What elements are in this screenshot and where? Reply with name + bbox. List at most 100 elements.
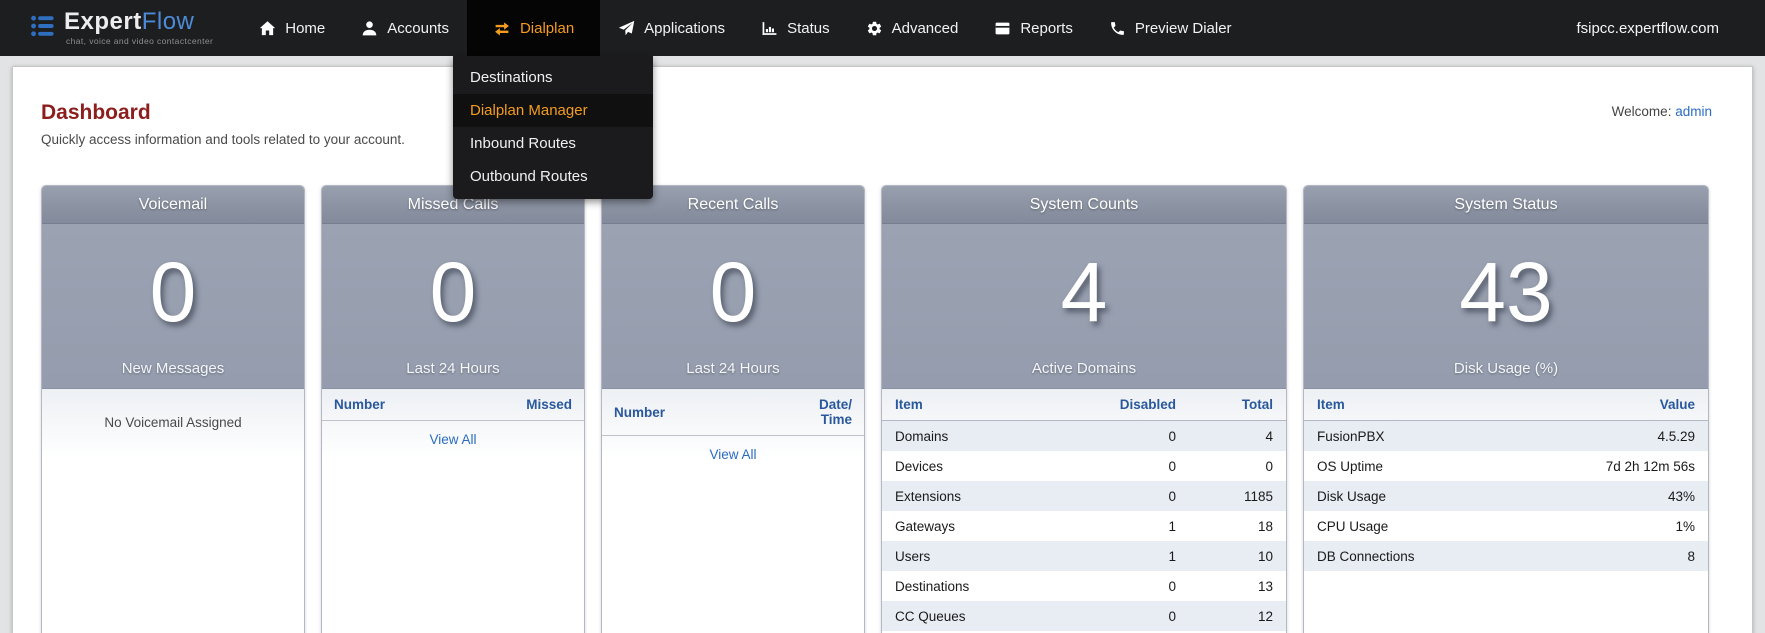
nav-item-label: Status	[787, 19, 830, 37]
table-cell-link[interactable]: Users	[895, 548, 931, 564]
brand-tagline: chat, voice and video contactcenter	[66, 36, 214, 46]
table-cell-link[interactable]: Extensions	[895, 488, 962, 504]
nav-item-label: Home	[285, 19, 326, 37]
table-cell: DB Connections	[1317, 548, 1415, 564]
nav-item-status[interactable]: Status	[743, 0, 848, 56]
stat-number: 4	[1060, 245, 1108, 339]
table-row: Gateways 1 18	[882, 511, 1286, 541]
system-counts-table: Item Disabled Total Domains 0 4 Devices 0 0 Ex…	[882, 389, 1286, 631]
nav-item-label: Accounts	[387, 19, 449, 37]
stat-label: Active Domains	[1031, 360, 1137, 377]
hostname-text: fsipcc.expertflow.com	[1576, 19, 1719, 37]
table-cell: 1	[1168, 548, 1177, 564]
table-cell: 4	[1265, 428, 1273, 444]
system-status-table: Item Value FusionPBX 4.5.29 OS Uptime 7d 2h…	[1304, 389, 1708, 571]
table-row: CPU Usage 1%	[1304, 511, 1708, 541]
stat-label: Last 24 Hours	[686, 360, 780, 377]
stat-label: Disk Usage (%)	[1453, 360, 1559, 377]
brand-logo[interactable]: ExpertFlow chat, voice and video contact…	[30, 10, 213, 46]
column-header: Total	[1189, 389, 1286, 421]
page-subtitle: Quickly access information and tools rel…	[41, 132, 405, 147]
table-cell: 0	[1265, 458, 1273, 474]
table-cell-link[interactable]: Destinations	[895, 578, 970, 594]
recent-calls-card: Recent Calls 0 Last 24 Hours Number Date…	[601, 185, 865, 633]
recent-calls-table-header: Number Date/ Time	[602, 389, 864, 436]
recent-calls-stat: 0 Last 24 Hours	[602, 224, 864, 389]
system-counts-card: System Counts 4 Active Domains Item Disa…	[881, 185, 1287, 633]
column-header: Missed	[526, 397, 572, 412]
welcome-label: Welcome:	[1611, 104, 1672, 119]
table-cell-link[interactable]: CC Queues	[895, 608, 966, 624]
system-status-card: System Status 43 Disk Usage (%) Item Val…	[1303, 185, 1709, 633]
menu-item-inbound-routes[interactable]: Inbound Routes	[470, 135, 576, 152]
column-header: Item	[882, 389, 1093, 421]
phone-icon	[1109, 20, 1126, 37]
stat-number: 0	[429, 245, 477, 339]
system-status-stat: 43 Disk Usage (%)	[1304, 224, 1708, 389]
report-window-icon	[994, 20, 1011, 37]
missed-calls-view-all-link[interactable]: View All	[429, 432, 477, 447]
table-cell-link[interactable]: Domains	[895, 428, 949, 444]
nav-item-reports[interactable]: Reports	[976, 0, 1091, 56]
table-cell-link[interactable]: Devices	[895, 458, 944, 474]
voicemail-empty-text: No Voicemail Assigned	[104, 415, 242, 430]
column-header: Number	[614, 404, 666, 420]
table-row: Users 1 10	[882, 541, 1286, 571]
nav-item-label: Applications	[644, 19, 726, 37]
card-title: System Counts	[882, 186, 1286, 224]
nav-item-accounts[interactable]: Accounts	[343, 0, 467, 56]
table-cell: FusionPBX	[1317, 428, 1385, 444]
stat-number: 43	[1459, 245, 1553, 339]
top-navbar: ExpertFlow chat, voice and video contact…	[0, 0, 1765, 56]
nav-item-dialplan[interactable]: Dialplan	[466, 0, 601, 56]
table-cell: 0	[1168, 488, 1177, 504]
main-content-panel: Dashboard Quickly access information and…	[12, 66, 1753, 633]
nav-item-applications[interactable]: Applications	[600, 0, 743, 56]
welcome-text: Welcome: admin	[1612, 104, 1712, 119]
table-cell: 8	[1687, 548, 1695, 564]
nav-item-label: Dialplan	[519, 19, 575, 37]
missed-calls-stat: 0 Last 24 Hours	[322, 224, 584, 389]
table-cell: 43%	[1667, 488, 1695, 504]
voicemail-stat: 0 New Messages	[42, 224, 304, 389]
nav-item-preview-dialer[interactable]: Preview Dialer	[1091, 0, 1250, 56]
card-body: Number Date/ Time View All	[602, 389, 864, 633]
home-icon	[259, 20, 276, 37]
card-body: Number Missed View All	[322, 389, 584, 633]
welcome-user-link[interactable]: admin	[1675, 104, 1712, 119]
menu-item-destinations[interactable]: Destinations	[470, 69, 553, 86]
dialplan-dropdown-menu: Destinations Dialplan Manager Inbound Ro…	[453, 56, 653, 199]
user-icon	[361, 20, 378, 37]
nav-item-home[interactable]: Home	[241, 0, 343, 56]
stat-label: New Messages	[121, 360, 225, 377]
stat-number: 0	[149, 245, 197, 339]
table-cell: 10	[1257, 548, 1273, 564]
table-header-row: Item Disabled Total	[882, 389, 1286, 421]
table-cell: 7d 2h 12m 56s	[1605, 458, 1695, 474]
table-row: Destinations 0 13	[882, 571, 1286, 601]
nav-menu: Home Accounts Dialplan Applications Stat…	[241, 0, 1249, 56]
page-header: Dashboard Quickly access information and…	[13, 67, 1752, 147]
table-cell: 1%	[1675, 518, 1695, 534]
table-cell: Disk Usage	[1317, 488, 1387, 504]
table-cell: 1185	[1243, 488, 1273, 504]
menu-item-outbound-routes[interactable]: Outbound Routes	[470, 168, 588, 185]
menu-item-dialplan-manager[interactable]: Dialplan Manager	[453, 94, 653, 127]
voicemail-card: Voicemail 0 New Messages No Voicemail As…	[41, 185, 305, 633]
brand-logo-icon	[30, 13, 56, 44]
table-header-row: Item Value	[1304, 389, 1708, 421]
table-cell: 13	[1257, 578, 1273, 594]
table-cell-link[interactable]: Gateways	[895, 518, 956, 534]
nav-item-advanced[interactable]: Advanced	[848, 0, 977, 56]
card-body: No Voicemail Assigned	[42, 389, 304, 633]
column-header: Date/ Time	[818, 397, 852, 427]
missed-calls-table-header: Number Missed	[322, 389, 584, 421]
table-cell: 12	[1257, 608, 1273, 624]
column-header: Value	[1526, 389, 1708, 421]
table-cell: 0	[1168, 608, 1177, 624]
gear-icon	[866, 20, 883, 37]
recent-calls-view-all-link[interactable]: View All	[709, 447, 757, 462]
column-header: Disabled	[1092, 389, 1190, 421]
brand-name: ExpertFlow	[64, 8, 195, 35]
stat-label: Last 24 Hours	[406, 360, 500, 377]
